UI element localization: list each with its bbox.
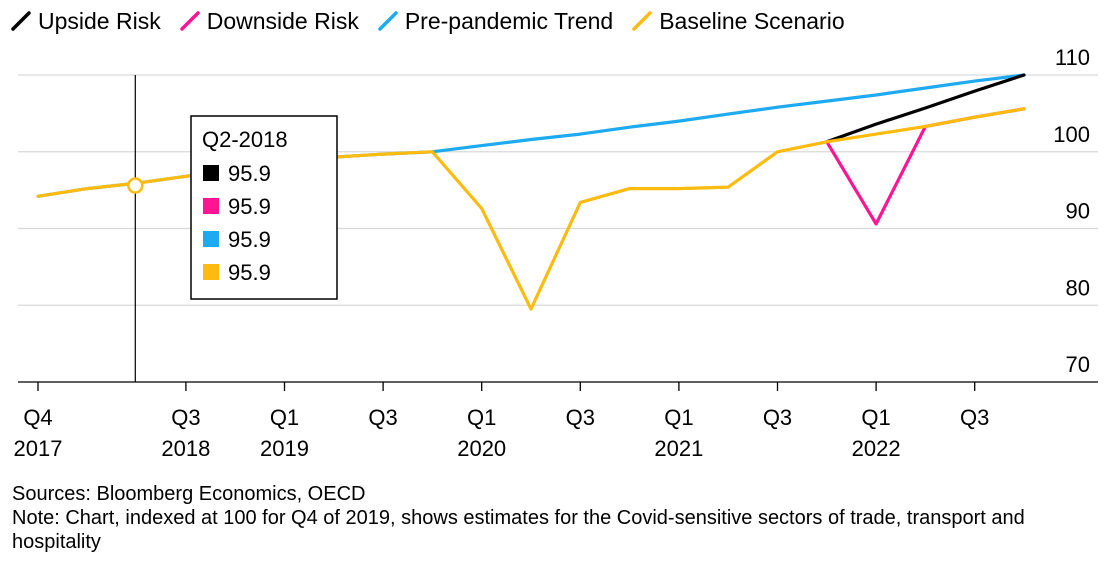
tooltip-swatch <box>203 231 219 247</box>
x-tick-label: Q1 <box>861 405 890 430</box>
x-tick-label: Q3 <box>171 405 200 430</box>
hover-marker <box>127 177 144 194</box>
line-chart: 110 100 90 80 70 Q4 2017 Q3 2018 Q1 2019 Q3 Q1 2020 Q3… <box>14 45 1098 461</box>
tooltip-title: Q2-2018 <box>202 127 288 152</box>
legend-item-baseline-scenario[interactable]: Baseline Scenario <box>631 7 845 35</box>
legend-label: Downside Risk <box>206 7 359 34</box>
legend-item-pre-pandemic-trend[interactable]: Pre-pandemic Trend <box>377 8 613 35</box>
x-tick-label: Q4 <box>23 405 52 430</box>
x-tick-label: Q1 <box>467 405 496 430</box>
series-line-upside-risk[interactable] <box>825 73 1026 144</box>
tooltip-swatch <box>203 198 219 214</box>
tooltip-swatch <box>203 165 219 181</box>
legend-label: Baseline Scenario <box>659 7 845 34</box>
x-tick-label: Q3 <box>368 405 397 430</box>
legend-swatch-icon <box>632 11 652 31</box>
legend-item-upside-risk[interactable]: Upside Risk <box>10 8 161 35</box>
tooltip-value: 95.9 <box>228 227 271 252</box>
y-tick-label-80: 80 <box>1066 275 1090 300</box>
legend-swatch-icon <box>11 11 31 31</box>
legend-label: Pre-pandemic Trend <box>404 7 614 34</box>
tooltip-value: 95.9 <box>228 194 271 219</box>
sources-text: Sources: Bloomberg Economics, OECD <box>12 483 366 505</box>
tooltip-value: 95.9 <box>228 161 271 186</box>
x-tick-label: Q3 <box>960 405 989 430</box>
chart-legend: Upside Risk Downside Risk Pre-pandemic Tre… <box>10 6 863 36</box>
note-text: Note: Chart, indexed at 100 for Q4 of 20… <box>12 507 1025 553</box>
x-tick-year-label: 2019 <box>260 436 309 461</box>
y-tick-label-100: 100 <box>1053 122 1090 147</box>
y-tick-label-90: 90 <box>1066 199 1090 224</box>
legend-swatch-icon <box>179 11 200 31</box>
x-tick-label: Q1 <box>664 405 693 430</box>
tooltip-swatch <box>203 264 219 280</box>
y-tick-label-70: 70 <box>1066 352 1090 377</box>
x-tick-label: Q3 <box>566 405 595 430</box>
x-tick-year-label: 2017 <box>14 436 63 461</box>
x-tick-year-label: 2021 <box>654 436 703 461</box>
x-tick-label: Q3 <box>763 405 792 430</box>
legend-swatch-icon <box>378 11 398 31</box>
legend-label: Upside Risk <box>38 7 161 34</box>
x-tick-year-label: 2018 <box>161 436 210 461</box>
tooltip-value: 95.9 <box>228 260 271 285</box>
y-tick-label-110: 110 <box>1055 45 1090 70</box>
x-tick-year-label: 2022 <box>852 436 901 461</box>
legend-item-downside-risk[interactable]: Downside Risk <box>179 8 359 35</box>
x-tick-label: Q1 <box>270 405 299 430</box>
x-tick-year-label: 2020 <box>457 436 506 461</box>
chart-footer: Sources: Bloomberg Economics, OECD Note:… <box>12 482 1102 554</box>
tooltip: Q2-2018 95.9 95.9 95.9 95.9 <box>190 115 338 300</box>
